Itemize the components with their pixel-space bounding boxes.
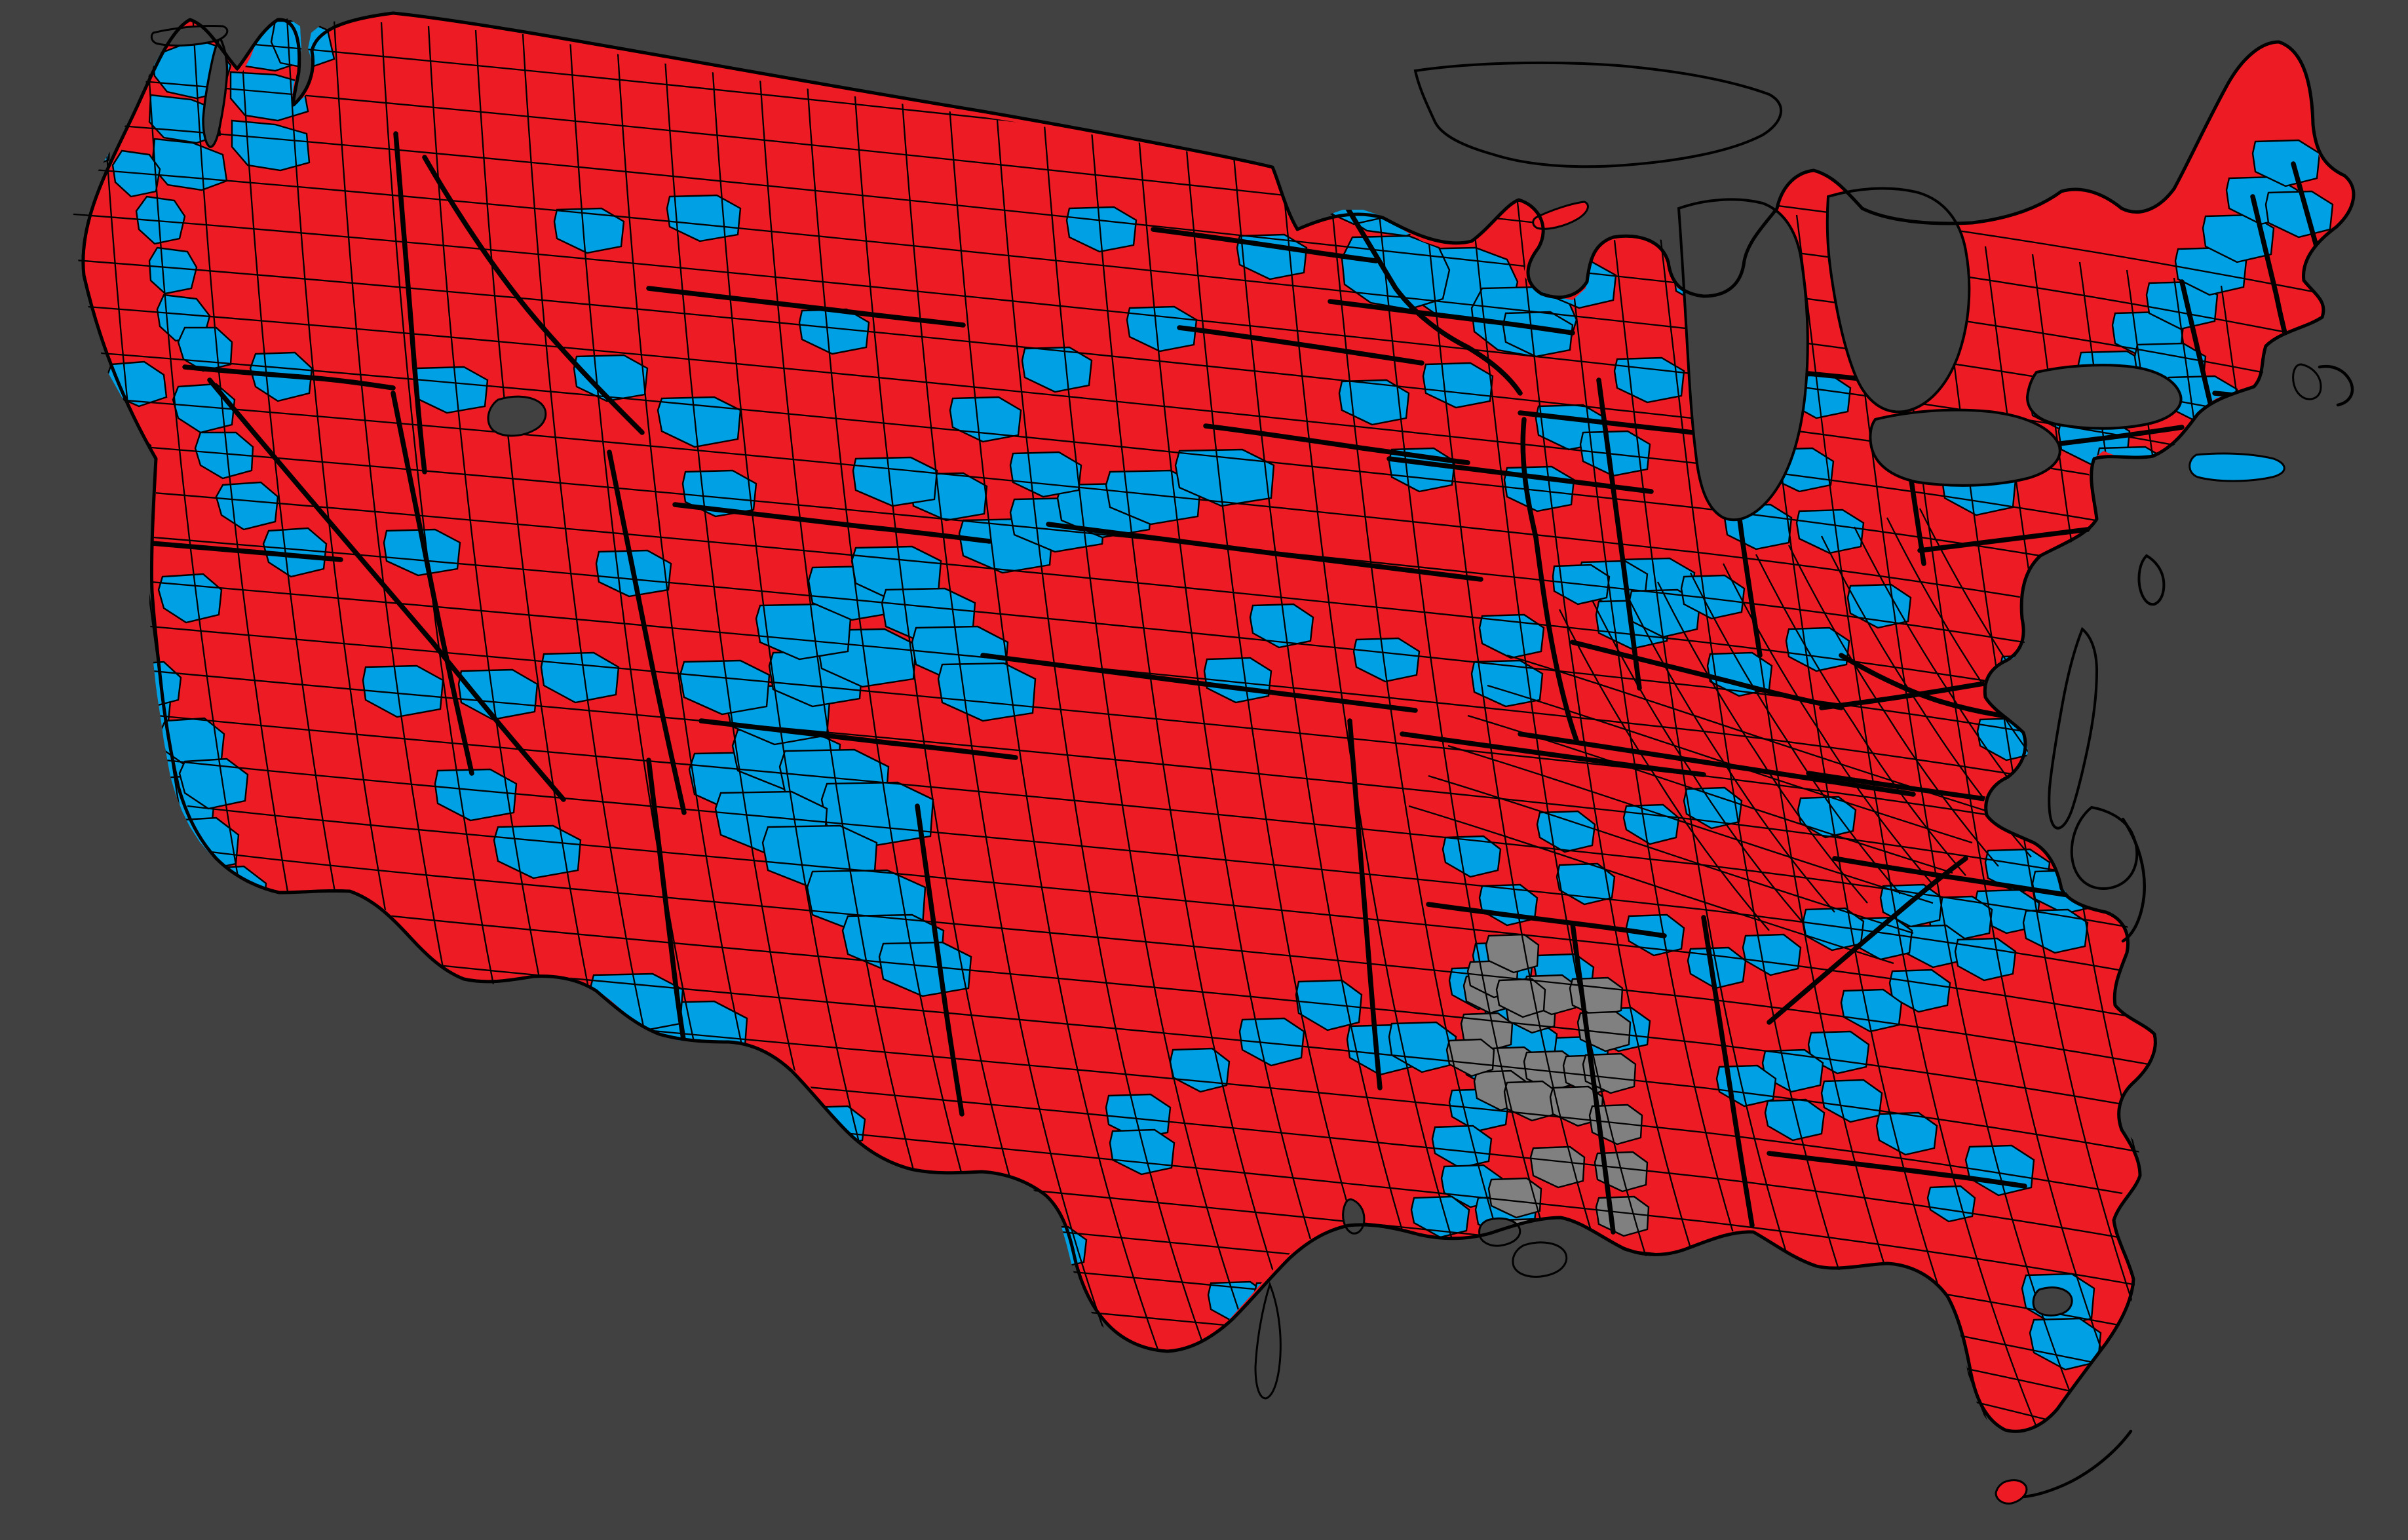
massachusetts-bay [2292,363,2322,400]
mississippi-delta-water [1512,1241,1568,1278]
laguna-madre [1254,1281,1282,1400]
puget-sound [202,36,229,148]
florida-key-island [1995,1479,2028,1505]
chesapeake-bay [2048,626,2099,830]
lake-huron [1825,187,1971,414]
lake-ontario [2025,364,2183,430]
long-island [2188,452,2285,482]
isle-royale [1532,201,1589,230]
state-boundary-lines [96,131,2341,1235]
lake-erie [1869,408,2061,487]
us-outline-stroke [81,11,2356,1433]
lake-pontchartrain [1478,1217,1521,1247]
great-salt-lake [487,395,547,437]
outer-banks [2121,817,2146,943]
pamlico-sound [2070,805,2139,890]
lake-michigan [1677,198,1809,522]
cape-cod-arc [2318,364,2354,407]
lake-okeechobee [2032,1286,2073,1317]
no-data-counties [1445,933,1650,1260]
lake-superior [1413,61,1783,168]
delaware-bay [2137,554,2166,606]
florida-keys-arc [2011,1429,2133,1499]
